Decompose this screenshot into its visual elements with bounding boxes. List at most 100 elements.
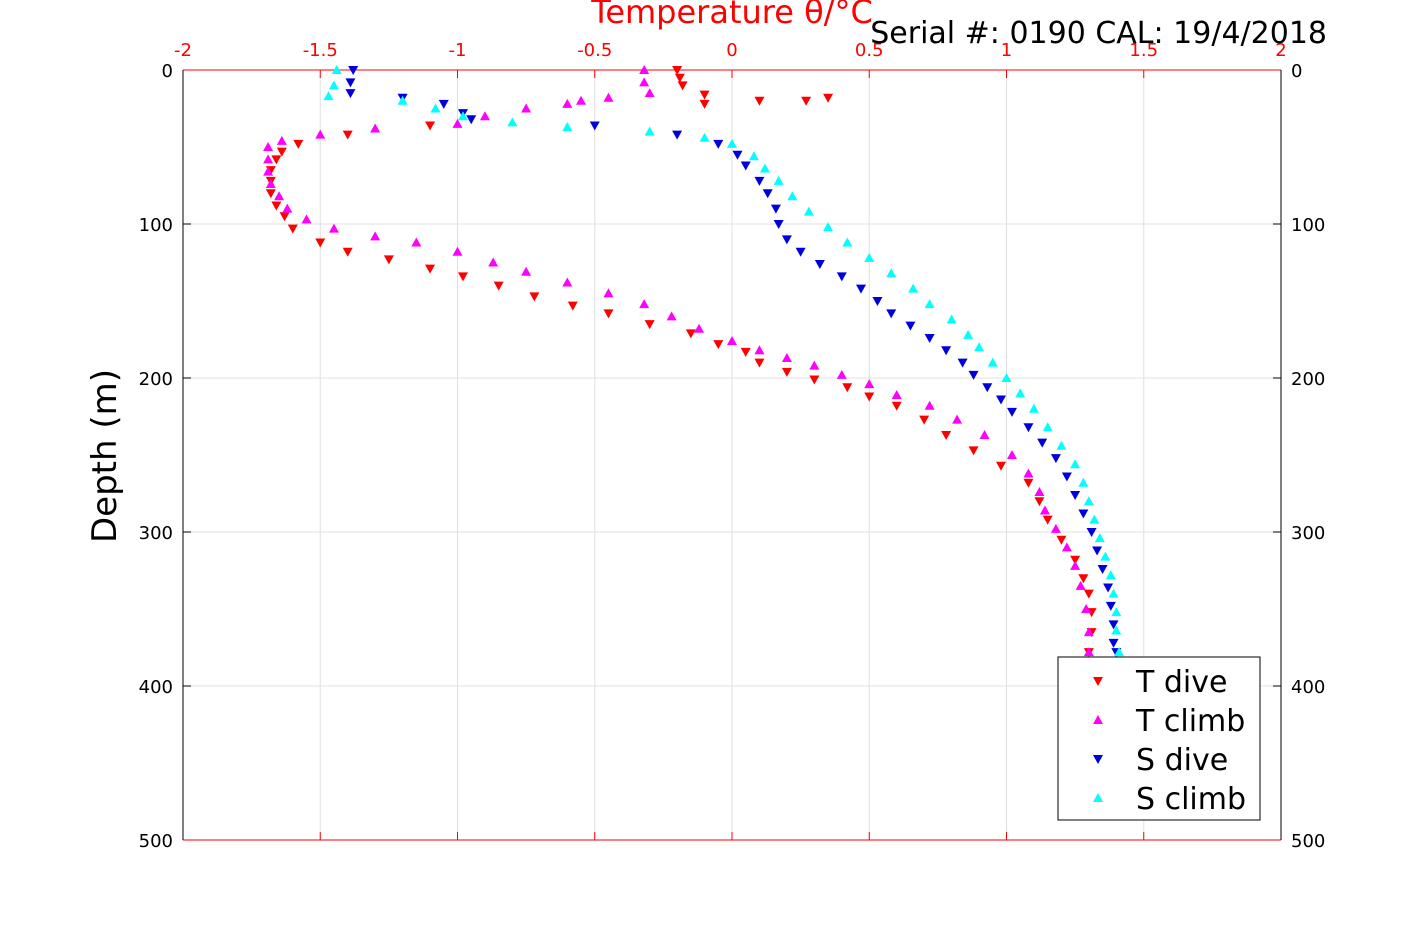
data-point	[908, 283, 919, 293]
data-point	[276, 135, 287, 145]
data-point	[941, 346, 952, 356]
data-point	[699, 99, 710, 109]
x-tick-label: -1	[449, 40, 467, 61]
data-point	[713, 139, 724, 149]
data-point	[603, 288, 614, 298]
x-tick-label: 1	[1001, 40, 1012, 61]
data-point	[996, 461, 1007, 471]
data-point	[263, 166, 274, 176]
data-point	[809, 360, 820, 370]
data-point	[488, 257, 499, 267]
y-tick-label-right: 500	[1291, 831, 1325, 852]
data-point	[271, 155, 282, 165]
data-point	[274, 191, 285, 201]
data-point	[315, 238, 326, 248]
data-point	[919, 415, 930, 425]
data-point	[924, 333, 935, 343]
data-point	[713, 340, 724, 350]
data-point	[773, 220, 784, 229]
data-point	[801, 96, 812, 106]
data-point	[1050, 523, 1061, 533]
data-point	[603, 309, 614, 319]
y-tick-label-left: 300	[139, 523, 173, 544]
data-point	[699, 132, 710, 142]
x-tick-label: -0.5	[577, 40, 612, 61]
data-point	[276, 147, 287, 157]
data-point	[1105, 601, 1116, 611]
data-point	[603, 92, 614, 102]
data-point	[1108, 638, 1119, 648]
data-point	[1083, 647, 1094, 657]
data-point	[521, 266, 532, 276]
data-point	[941, 430, 952, 440]
x-tick-label: 0	[726, 40, 737, 61]
data-point	[987, 357, 998, 367]
data-point	[287, 224, 298, 234]
data-point	[452, 246, 463, 256]
data-point	[1108, 588, 1119, 598]
data-point	[315, 129, 326, 139]
x-tick-label: 2	[1275, 40, 1286, 61]
data-point	[754, 358, 765, 368]
data-point	[331, 65, 342, 74]
y-tick-label-right: 100	[1291, 215, 1325, 236]
data-point	[1078, 574, 1089, 584]
data-point	[1078, 509, 1089, 519]
data-point	[891, 401, 902, 411]
data-point	[425, 264, 436, 274]
data-point	[1083, 589, 1094, 599]
data-point	[957, 358, 968, 368]
data-point	[639, 77, 650, 87]
data-point	[345, 89, 356, 99]
data-point	[694, 323, 705, 333]
data-point	[1070, 555, 1081, 565]
data-point	[727, 336, 737, 346]
data-point	[946, 314, 957, 324]
series-t-climb	[263, 65, 1094, 657]
y-axis-label: Depth (m)	[85, 369, 125, 543]
x-tick-label: 1.5	[1129, 40, 1158, 61]
y-tick-label-left: 500	[139, 831, 173, 852]
data-point	[762, 189, 773, 199]
data-point	[1056, 440, 1067, 450]
data-point	[1023, 478, 1034, 488]
data-point	[644, 126, 655, 136]
data-point	[754, 176, 765, 186]
x-axis-label: Temperature θ/°C	[590, 0, 873, 31]
data-point	[438, 99, 449, 109]
data-point	[982, 383, 993, 393]
data-point	[457, 111, 468, 121]
data-point	[699, 90, 710, 100]
data-point	[639, 65, 650, 74]
data-point	[348, 66, 359, 75]
data-point	[1092, 546, 1103, 556]
data-point	[1081, 604, 1092, 613]
data-point	[323, 91, 334, 101]
data-point	[781, 352, 792, 362]
data-point	[1050, 454, 1061, 464]
data-point	[836, 369, 847, 379]
data-point	[507, 117, 518, 127]
data-point	[397, 95, 408, 105]
data-point	[562, 277, 573, 287]
data-point	[886, 309, 897, 319]
data-point	[1001, 373, 1012, 382]
data-point	[672, 130, 683, 140]
data-point	[342, 247, 353, 257]
data-point	[754, 96, 765, 106]
y-tick-label-left: 400	[139, 677, 173, 698]
data-point	[979, 429, 990, 439]
data-point	[952, 414, 963, 424]
data-point	[974, 342, 985, 352]
data-point	[466, 115, 477, 125]
series-s-climb	[323, 65, 1125, 657]
data-point	[809, 375, 820, 385]
data-point	[787, 191, 798, 201]
data-point	[795, 247, 806, 257]
data-point	[328, 223, 339, 233]
data-point	[1075, 580, 1086, 590]
data-point	[748, 151, 759, 161]
data-point	[1015, 388, 1026, 398]
data-point	[282, 203, 293, 213]
